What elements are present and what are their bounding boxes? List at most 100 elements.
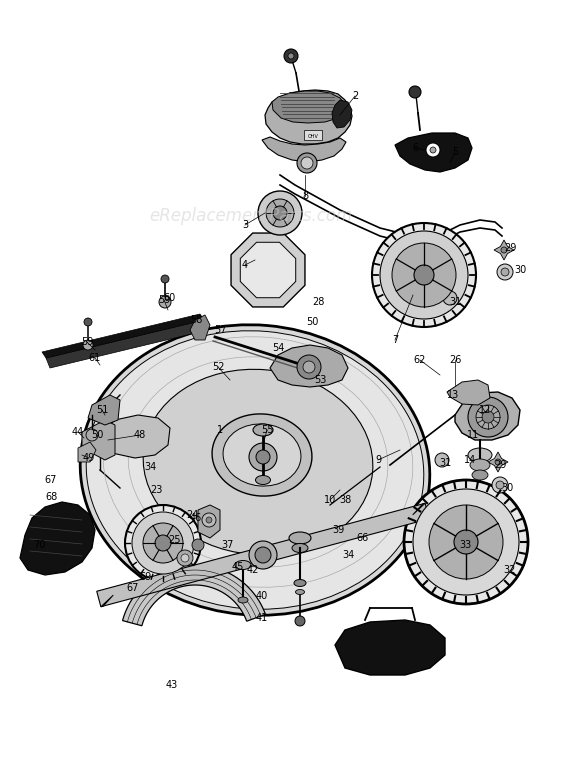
- Text: 28: 28: [312, 297, 324, 307]
- Text: 53: 53: [314, 375, 326, 385]
- Text: 70: 70: [33, 540, 45, 550]
- Circle shape: [429, 505, 503, 579]
- Text: 23: 23: [150, 485, 162, 495]
- Circle shape: [414, 265, 434, 285]
- Text: OHV: OHV: [308, 134, 319, 138]
- Circle shape: [206, 517, 212, 523]
- Text: 13: 13: [447, 390, 459, 400]
- Polygon shape: [272, 91, 346, 123]
- Circle shape: [301, 157, 313, 169]
- Polygon shape: [332, 100, 352, 128]
- Polygon shape: [240, 242, 296, 298]
- Polygon shape: [42, 314, 204, 358]
- Text: 32: 32: [504, 565, 516, 575]
- Circle shape: [492, 477, 508, 493]
- Text: 50: 50: [91, 430, 103, 440]
- Polygon shape: [78, 442, 96, 462]
- Text: 3: 3: [242, 220, 248, 230]
- Polygon shape: [265, 90, 352, 144]
- Text: 42: 42: [247, 565, 259, 575]
- Text: 49: 49: [83, 453, 95, 463]
- Ellipse shape: [295, 590, 304, 594]
- Circle shape: [83, 340, 93, 350]
- Polygon shape: [413, 503, 425, 515]
- Polygon shape: [262, 137, 346, 162]
- Polygon shape: [88, 395, 120, 425]
- Polygon shape: [122, 565, 266, 625]
- Text: 25: 25: [169, 535, 182, 545]
- Polygon shape: [46, 320, 208, 368]
- Text: 24: 24: [186, 510, 198, 520]
- Text: 60: 60: [164, 293, 176, 303]
- Text: 34: 34: [144, 462, 156, 472]
- Text: 10: 10: [324, 495, 336, 505]
- Text: 67: 67: [127, 583, 139, 593]
- Text: 29: 29: [504, 243, 516, 253]
- Circle shape: [159, 296, 171, 308]
- Polygon shape: [488, 452, 508, 472]
- Text: 11: 11: [467, 430, 479, 440]
- Text: 7: 7: [392, 335, 398, 345]
- Ellipse shape: [143, 370, 373, 555]
- Circle shape: [132, 512, 194, 574]
- Circle shape: [143, 523, 183, 563]
- Circle shape: [443, 291, 457, 305]
- Text: 31: 31: [439, 458, 451, 468]
- Text: 12: 12: [479, 405, 491, 415]
- Ellipse shape: [253, 424, 273, 436]
- Text: 38: 38: [339, 495, 351, 505]
- Text: 29: 29: [494, 460, 506, 470]
- Ellipse shape: [289, 532, 311, 544]
- Ellipse shape: [238, 597, 248, 603]
- Text: 51: 51: [96, 405, 108, 415]
- Text: 14: 14: [464, 455, 476, 465]
- Circle shape: [266, 199, 294, 227]
- Circle shape: [255, 547, 271, 563]
- Text: 57: 57: [214, 325, 226, 335]
- Circle shape: [288, 53, 294, 59]
- Circle shape: [404, 480, 528, 604]
- Polygon shape: [335, 620, 445, 675]
- Text: 59: 59: [81, 337, 93, 347]
- Text: 44: 44: [72, 427, 84, 437]
- Circle shape: [426, 143, 440, 157]
- Circle shape: [409, 86, 421, 98]
- Polygon shape: [97, 503, 429, 606]
- Text: 1: 1: [217, 425, 223, 435]
- Text: 62: 62: [414, 355, 426, 365]
- Polygon shape: [270, 345, 348, 387]
- Text: 37: 37: [222, 540, 234, 550]
- Ellipse shape: [255, 475, 270, 484]
- Circle shape: [435, 453, 449, 467]
- Circle shape: [192, 539, 204, 551]
- Text: 66: 66: [357, 533, 369, 543]
- Ellipse shape: [470, 459, 490, 471]
- Text: 67: 67: [45, 475, 57, 485]
- Circle shape: [155, 535, 171, 551]
- Text: 69: 69: [140, 572, 152, 582]
- Text: 58: 58: [190, 315, 202, 325]
- Circle shape: [496, 481, 504, 489]
- Circle shape: [249, 443, 277, 471]
- Circle shape: [501, 247, 507, 253]
- Text: 61: 61: [89, 353, 101, 363]
- Circle shape: [454, 530, 478, 554]
- Circle shape: [181, 554, 189, 562]
- Circle shape: [380, 231, 468, 319]
- Text: 31: 31: [449, 297, 461, 307]
- Circle shape: [501, 268, 509, 276]
- Circle shape: [84, 318, 92, 326]
- Circle shape: [413, 489, 519, 595]
- Circle shape: [273, 206, 287, 220]
- Text: 30: 30: [501, 483, 513, 493]
- Text: 33: 33: [459, 540, 471, 550]
- Circle shape: [482, 411, 494, 423]
- Polygon shape: [100, 415, 170, 458]
- Text: 54: 54: [272, 343, 284, 353]
- Ellipse shape: [86, 331, 424, 609]
- Text: 34: 34: [342, 550, 354, 560]
- Circle shape: [495, 459, 501, 465]
- Polygon shape: [231, 233, 305, 307]
- Text: 39: 39: [332, 525, 344, 535]
- Polygon shape: [101, 595, 113, 606]
